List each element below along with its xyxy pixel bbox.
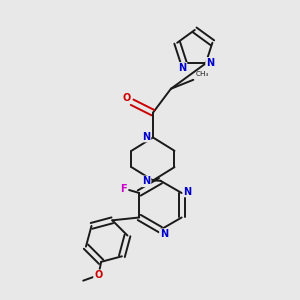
- Text: N: N: [142, 132, 151, 142]
- Text: N: N: [142, 176, 151, 186]
- Text: F: F: [120, 184, 127, 194]
- Text: O: O: [123, 93, 131, 103]
- Text: N: N: [206, 58, 214, 68]
- Text: N: N: [178, 63, 187, 73]
- Text: N: N: [184, 187, 192, 196]
- Text: CH₃: CH₃: [196, 71, 209, 77]
- Text: O: O: [94, 270, 102, 280]
- Text: N: N: [160, 229, 168, 239]
